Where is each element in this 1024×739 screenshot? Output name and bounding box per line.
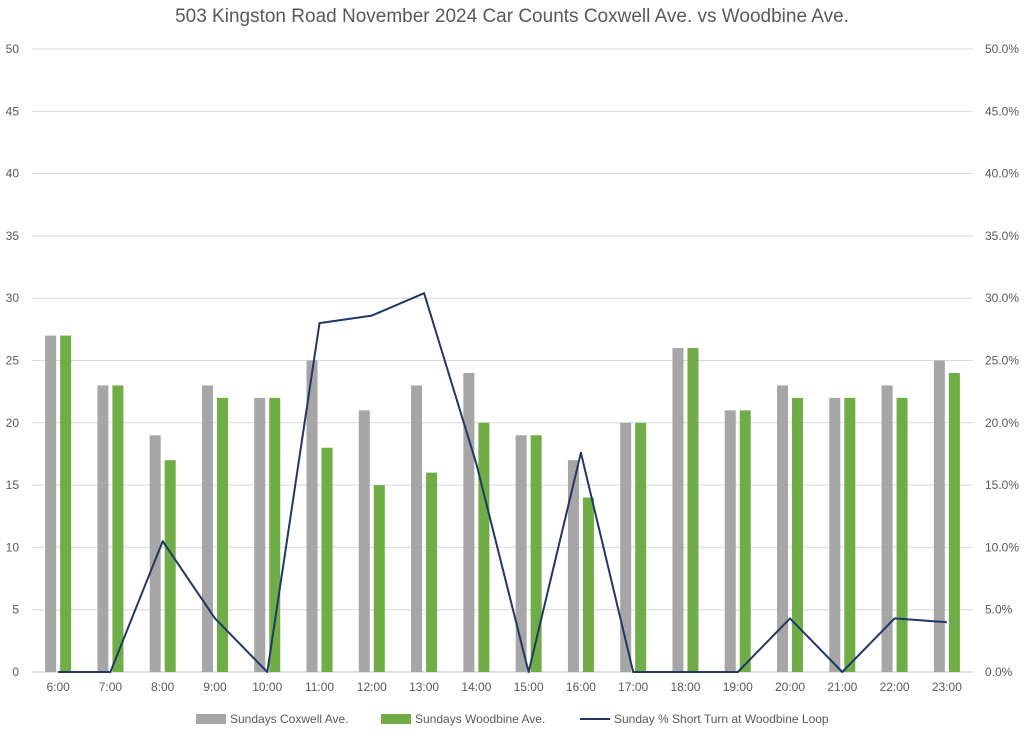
bar-coxwell <box>358 410 370 672</box>
legend-label: Sunday % Short Turn at Woodbine Loop <box>614 712 829 726</box>
x-tick-label: 11:00 <box>305 680 334 694</box>
y-left-tick-label: 15 <box>6 478 20 492</box>
y-right-tick-label: 35.0% <box>985 229 1019 243</box>
y-right-tick-label: 45.0% <box>985 104 1019 118</box>
x-tick-label: 17:00 <box>618 680 648 694</box>
y-right-tick-label: 20.0% <box>985 416 1019 430</box>
x-tick-label: 9:00 <box>203 680 227 694</box>
bar-coxwell <box>149 435 161 672</box>
legend-swatch <box>381 714 411 724</box>
bar-woodbine <box>635 422 647 672</box>
y-left-tick-label: 50 <box>6 42 20 56</box>
bar-woodbine <box>60 335 72 672</box>
bar-woodbine <box>478 422 490 672</box>
series-line-short-turn <box>58 292 947 673</box>
bar-woodbine <box>269 397 281 672</box>
x-tick-label: 6:00 <box>46 680 70 694</box>
y-right-tick-label: 15.0% <box>985 478 1019 492</box>
bar-woodbine <box>112 385 124 672</box>
bar-coxwell <box>724 410 736 672</box>
bar-coxwell <box>515 435 527 672</box>
bar-coxwell <box>881 385 893 672</box>
y-right-tick-label: 40.0% <box>985 167 1019 181</box>
y-left-tick-label: 30 <box>6 291 20 305</box>
bar-woodbine <box>948 372 960 672</box>
y-left-tick-label: 40 <box>6 167 20 181</box>
bar-woodbine <box>844 397 856 672</box>
bar-coxwell <box>306 360 318 672</box>
bar-coxwell <box>567 460 579 672</box>
bar-woodbine <box>687 348 699 672</box>
legend-label: Sundays Woodbine Ave. <box>415 712 545 726</box>
chart-title: 503 Kingston Road November 2024 Car Coun… <box>175 6 849 27</box>
x-tick-label: 21:00 <box>827 680 857 694</box>
y-right-tick-label: 25.0% <box>985 354 1019 368</box>
x-tick-label: 22:00 <box>880 680 910 694</box>
y-right-tick-label: 5.0% <box>985 603 1013 617</box>
x-tick-label: 15:00 <box>514 680 544 694</box>
x-tick-label: 16:00 <box>566 680 596 694</box>
bar-coxwell <box>777 385 789 672</box>
bar-woodbine <box>373 485 385 672</box>
bar-coxwell <box>201 385 213 672</box>
bar-woodbine <box>216 397 228 672</box>
x-tick-label: 7:00 <box>99 680 123 694</box>
bar-coxwell <box>254 397 266 672</box>
bar-woodbine <box>582 497 594 672</box>
y-left-tick-label: 35 <box>6 229 20 243</box>
y-right-tick-label: 30.0% <box>985 291 1019 305</box>
x-tick-label: 8:00 <box>151 680 175 694</box>
bar-coxwell <box>411 385 423 672</box>
bar-woodbine <box>530 435 542 672</box>
x-tick-label: 13:00 <box>409 680 439 694</box>
y-right-tick-label: 50.0% <box>985 42 1019 56</box>
x-tick-label: 14:00 <box>461 680 491 694</box>
bar-coxwell <box>463 372 475 672</box>
y-left-tick-label: 10 <box>6 540 20 554</box>
x-tick-label: 23:00 <box>932 680 962 694</box>
y-left-tick-label: 5 <box>12 603 19 617</box>
bar-coxwell <box>620 422 632 672</box>
bar-coxwell <box>97 385 109 672</box>
bar-woodbine <box>739 410 751 672</box>
y-right-tick-label: 10.0% <box>985 540 1019 554</box>
y-right-tick-label: 0.0% <box>985 665 1013 679</box>
bar-woodbine <box>792 397 804 672</box>
legend-swatch <box>196 714 226 724</box>
bar-coxwell <box>933 360 945 672</box>
bar-coxwell <box>829 397 841 672</box>
y-left-tick-label: 20 <box>6 416 20 430</box>
bar-woodbine <box>896 397 908 672</box>
x-tick-label: 10:00 <box>252 680 282 694</box>
x-tick-label: 18:00 <box>670 680 700 694</box>
y-left-tick-label: 25 <box>6 354 20 368</box>
bar-woodbine <box>164 460 176 672</box>
bar-coxwell <box>45 335 57 672</box>
bar-coxwell <box>672 348 684 672</box>
x-tick-label: 19:00 <box>723 680 753 694</box>
x-tick-label: 20:00 <box>775 680 805 694</box>
x-tick-label: 12:00 <box>357 680 387 694</box>
y-left-tick-label: 45 <box>6 104 20 118</box>
bar-woodbine <box>321 447 333 672</box>
y-left-tick-label: 0 <box>12 665 19 679</box>
bar-woodbine <box>426 472 438 672</box>
legend-label: Sundays Coxwell Ave. <box>230 712 349 726</box>
